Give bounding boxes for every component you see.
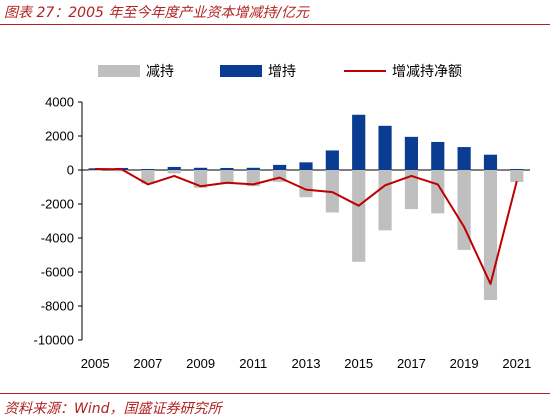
- y-tick-label: -2000: [41, 197, 74, 212]
- increase-bar: [404, 136, 418, 170]
- increase-bar: [457, 147, 471, 170]
- decrease-bar: [88, 170, 102, 171]
- x-tick-label: 2021: [502, 356, 531, 371]
- increase-bar: [352, 114, 366, 170]
- legend-label-net: 增减持净额: [392, 64, 462, 80]
- decrease-bar: [378, 170, 392, 231]
- chart-legend: 减持 增持 增减持净额: [98, 64, 462, 80]
- x-tick-label: 2013: [292, 356, 321, 371]
- decrease-bar: [352, 170, 366, 262]
- decrease-bar: [167, 170, 181, 174]
- x-tick-label: 2011: [239, 356, 267, 371]
- decrease-bar: [510, 170, 524, 182]
- chart-line: [95, 168, 518, 285]
- source-note: 资料来源：Wind，国盛证券研究所: [4, 401, 222, 417]
- increase-bar: [273, 164, 287, 170]
- chart-axes: 4000 2000 0 -2000 -4000 -6000 -8000 -10000 2005 2…: [34, 95, 532, 372]
- title-rule: [0, 24, 550, 25]
- net-series-line: [95, 168, 518, 285]
- decrease-bar: [246, 170, 260, 187]
- decrease-bar: [114, 170, 129, 172]
- increase-bar: [220, 167, 234, 170]
- increase-bar: [167, 166, 181, 170]
- increase-bar: [299, 162, 313, 170]
- decrease-bar: [299, 170, 313, 198]
- legend-swatch-increase: [220, 65, 262, 77]
- y-tick-label: -4000: [41, 231, 74, 246]
- increase-bar: [378, 125, 392, 170]
- x-tick-label: 2015: [344, 356, 373, 371]
- increase-bar: [510, 168, 524, 170]
- decrease-bar: [273, 170, 287, 182]
- y-tick-label: 0: [67, 163, 74, 178]
- x-tick-label: 2019: [450, 356, 479, 371]
- decrease-bar: [431, 170, 445, 214]
- decrease-bar: [194, 170, 208, 188]
- increase-bar: [483, 154, 498, 170]
- footer-rule: [0, 393, 550, 394]
- chart-bars: [88, 114, 524, 301]
- decrease-bar: [404, 170, 418, 210]
- y-tick-label: -10000: [34, 333, 74, 348]
- decrease-bar: [141, 170, 155, 184]
- decrease-bar: [220, 170, 234, 184]
- y-tick-label: -6000: [41, 265, 74, 280]
- decrease-bar: [457, 170, 471, 250]
- figure-title: 图表 27：2005 年至今年度产业资本增减持/亿元: [4, 5, 310, 21]
- y-tick-label: -8000: [41, 299, 74, 314]
- y-tick-label: 4000: [45, 95, 74, 110]
- x-tick-label: 2005: [81, 356, 110, 371]
- increase-bar: [141, 168, 155, 170]
- legend-label-increase: 增持: [268, 64, 296, 80]
- legend-label-decrease: 减持: [146, 64, 174, 80]
- x-tick-label: 2017: [397, 356, 426, 371]
- increase-bar: [88, 168, 102, 170]
- increase-bar: [431, 141, 445, 170]
- y-tick-label: 2000: [45, 129, 74, 144]
- increase-bar: [194, 167, 208, 170]
- increase-bar: [246, 167, 260, 170]
- x-tick-label: 2009: [186, 356, 215, 371]
- legend-swatch-decrease: [98, 65, 140, 77]
- x-tick-label: 2007: [133, 356, 162, 371]
- increase-bar: [325, 150, 339, 170]
